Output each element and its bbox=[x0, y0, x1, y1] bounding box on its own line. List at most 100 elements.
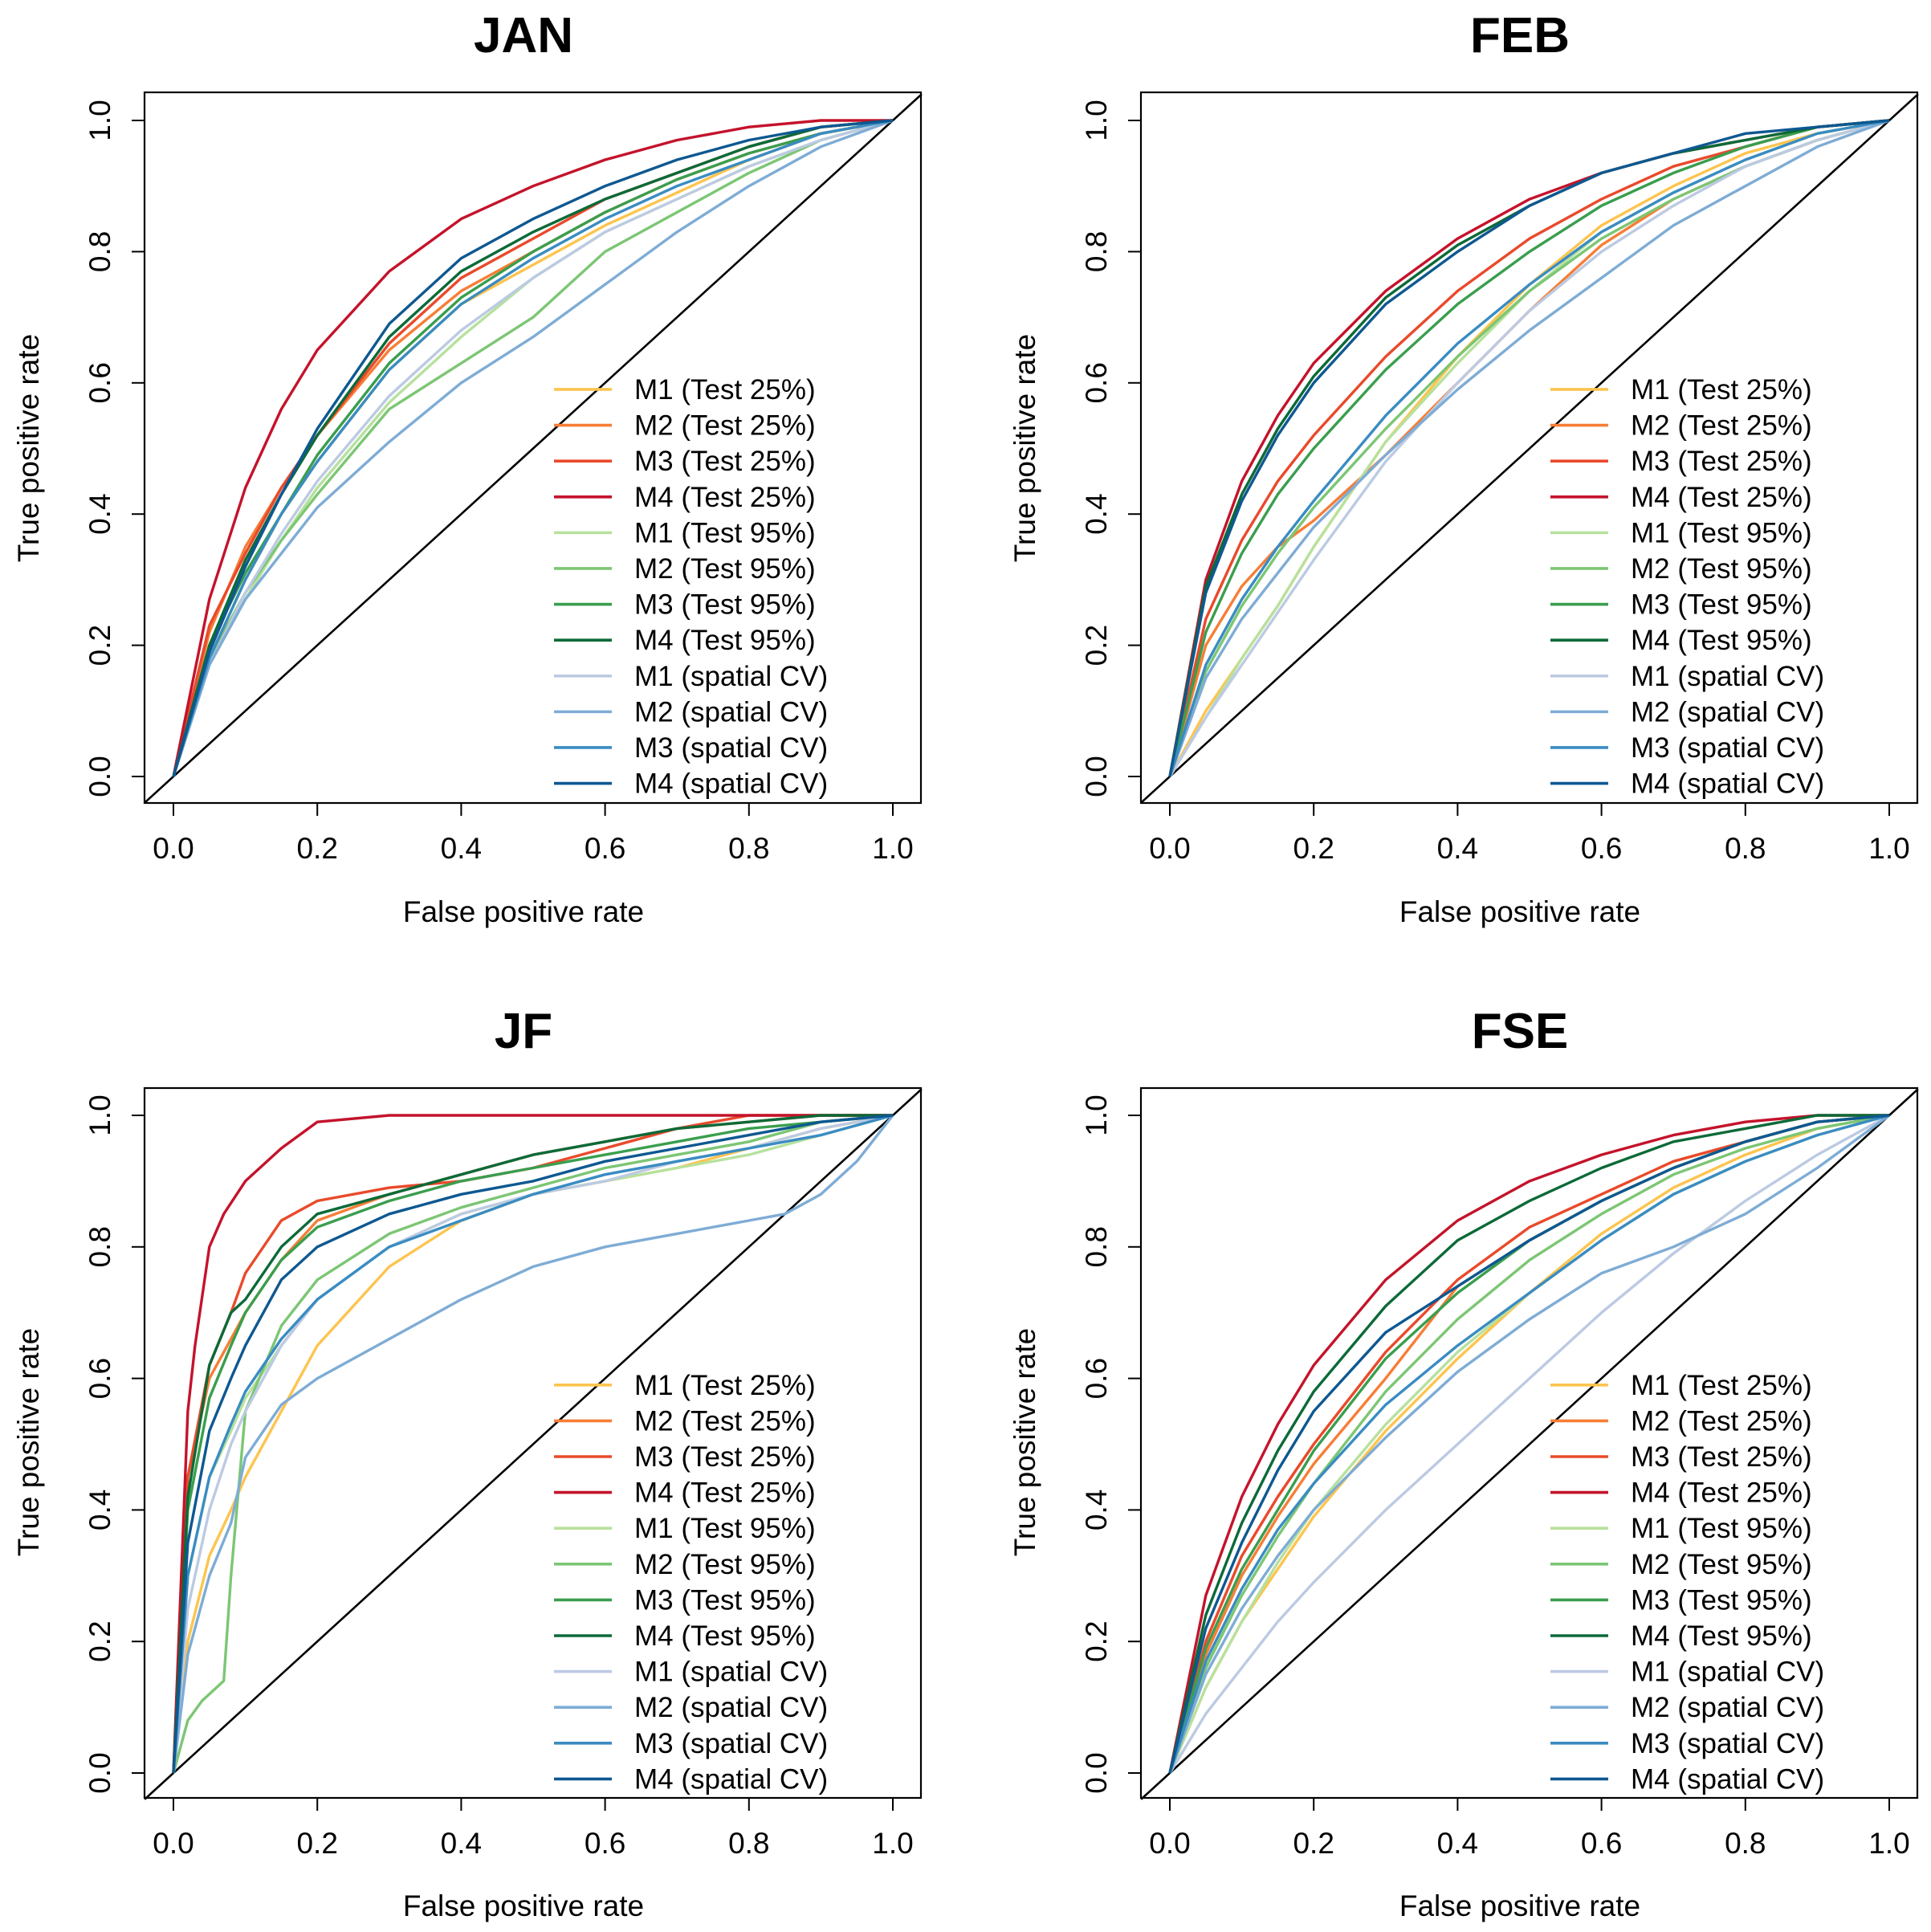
panel-jf: JF False positive rate True positive rat… bbox=[12, 1004, 923, 1922]
x-tick-label: 0.4 bbox=[1437, 832, 1478, 865]
roc-curve-10 bbox=[172, 1114, 894, 1774]
legend-label: M4 (spatial CV) bbox=[1631, 1763, 1824, 1795]
roc-curve-8 bbox=[172, 119, 894, 777]
roc-curve-7 bbox=[1168, 119, 1890, 777]
roc-curve-9 bbox=[1168, 1114, 1890, 1774]
legend-label: M1 (Test 25%) bbox=[1631, 1370, 1812, 1401]
x-tick-label: 0.0 bbox=[153, 832, 194, 865]
x-tick-label: 0.2 bbox=[296, 832, 337, 865]
y-tick-label: 0.0 bbox=[84, 1752, 116, 1793]
legend-label: M3 (Test 95%) bbox=[1631, 589, 1812, 621]
x-tick-label: 0.2 bbox=[1293, 1827, 1334, 1860]
x-tick-label: 0.6 bbox=[585, 1827, 625, 1860]
y-axis-label: True positive rate bbox=[12, 1328, 45, 1556]
legend-label: M1 (Test 25%) bbox=[634, 374, 816, 406]
legend-label: M2 (Test 25%) bbox=[634, 410, 816, 442]
legend-label: M3 (spatial CV) bbox=[634, 732, 828, 764]
legend-label: M3 (Test 25%) bbox=[1631, 446, 1812, 477]
x-tick-label: 0.8 bbox=[1725, 1827, 1766, 1860]
y-tick-label: 0.2 bbox=[84, 1620, 116, 1661]
legend-label: M4 (spatial CV) bbox=[634, 1763, 828, 1795]
y-tick-label: 0.2 bbox=[84, 625, 116, 666]
y-tick-label: 0.4 bbox=[1080, 493, 1113, 534]
x-tick-label: 0.6 bbox=[585, 832, 625, 865]
y-tick-label: 0.0 bbox=[1080, 756, 1113, 797]
legend-label: M3 (Test 95%) bbox=[1631, 1584, 1812, 1616]
reference-diagonal bbox=[1140, 93, 1919, 804]
legend-label: M2 (Test 95%) bbox=[1631, 553, 1812, 585]
roc-curve-11 bbox=[172, 119, 894, 777]
panel-jan: JAN False positive rate True positive ra… bbox=[12, 8, 923, 928]
x-tick-label: 0.8 bbox=[728, 832, 769, 865]
roc-curve-10 bbox=[1168, 1114, 1891, 1774]
legend-label: M2 (spatial CV) bbox=[634, 696, 828, 728]
x-tick-label: 0.6 bbox=[1581, 832, 1622, 865]
legend-label: M2 (spatial CV) bbox=[634, 1692, 828, 1723]
legend-label: M1 (Test 95%) bbox=[1631, 1513, 1812, 1544]
roc-curve-12 bbox=[172, 119, 894, 777]
legend-label: M1 (Test 95%) bbox=[1631, 517, 1812, 548]
legend-label: M4 (Test 25%) bbox=[1631, 482, 1812, 513]
x-tick-label: 1.0 bbox=[1868, 832, 1909, 865]
legend-label: M1 (Test 25%) bbox=[1631, 374, 1812, 406]
legend-label: M2 (Test 95%) bbox=[634, 553, 816, 585]
legend-label: M1 (Test 95%) bbox=[634, 1513, 816, 1544]
roc-curve-12 bbox=[1168, 1114, 1890, 1774]
legend-label: M3 (Test 25%) bbox=[634, 446, 816, 477]
y-tick-label: 0.8 bbox=[1080, 1226, 1113, 1267]
legend-label: M3 (spatial CV) bbox=[634, 1728, 828, 1759]
y-tick-label: 0.8 bbox=[84, 231, 116, 272]
x-axis-label: False positive rate bbox=[403, 895, 644, 928]
legend-label: M2 (spatial CV) bbox=[1631, 696, 1824, 728]
y-tick-label: 0.8 bbox=[1080, 231, 1113, 272]
roc-curve-7 bbox=[172, 119, 894, 777]
legend-label: M4 (Test 25%) bbox=[1631, 1478, 1812, 1509]
y-tick-label: 0.4 bbox=[84, 493, 116, 534]
y-tick-label: 1.0 bbox=[84, 100, 116, 141]
legend-label: M4 (Test 95%) bbox=[1631, 625, 1812, 656]
roc-curve-12 bbox=[172, 1114, 894, 1774]
x-tick-label: 0.2 bbox=[1293, 832, 1334, 865]
y-tick-label: 0.0 bbox=[1080, 1752, 1113, 1793]
legend-label: M3 (Test 95%) bbox=[634, 589, 816, 621]
plot-frame bbox=[143, 91, 923, 805]
x-tick-label: 1.0 bbox=[872, 1827, 913, 1860]
legend-label: M1 (Test 95%) bbox=[634, 517, 816, 548]
y-tick-label: 0.8 bbox=[84, 1226, 116, 1267]
legend-label: M1 (spatial CV) bbox=[634, 661, 828, 692]
y-tick-label: 1.0 bbox=[84, 1094, 116, 1135]
roc-curve-6 bbox=[172, 1114, 894, 1774]
legend-label: M1 (spatial CV) bbox=[1631, 661, 1824, 692]
chart-title: JAN bbox=[474, 8, 573, 63]
roc-curve-11 bbox=[1168, 1114, 1890, 1774]
roc-curve-8 bbox=[1168, 119, 1890, 777]
legend-label: M4 (Test 95%) bbox=[1631, 1620, 1812, 1652]
chart-title: FEB bbox=[1470, 8, 1570, 63]
reference-diagonal bbox=[144, 93, 923, 804]
roc-curve-11 bbox=[1168, 119, 1890, 777]
roc-curve-1 bbox=[172, 1114, 894, 1774]
x-axis-label: False positive rate bbox=[1399, 895, 1640, 928]
y-tick-label: 1.0 bbox=[1080, 1094, 1113, 1135]
y-tick-label: 0.6 bbox=[1080, 362, 1113, 403]
panel-fse: FSE False positive rate True positive ra… bbox=[1008, 1004, 1919, 1922]
legend-label: M1 (Test 25%) bbox=[634, 1370, 816, 1401]
legend-label: M4 (Test 95%) bbox=[634, 625, 816, 656]
x-tick-label: 0.4 bbox=[441, 832, 482, 865]
roc-curve-8 bbox=[1168, 1114, 1889, 1774]
x-tick-label: 0.0 bbox=[153, 1827, 194, 1860]
y-tick-label: 0.4 bbox=[84, 1490, 116, 1531]
legend-label: M3 (Test 25%) bbox=[1631, 1441, 1812, 1473]
roc-curve-10 bbox=[172, 119, 894, 777]
x-tick-label: 0.8 bbox=[728, 1827, 769, 1860]
roc-curve-4 bbox=[172, 1114, 893, 1774]
legend-label: M2 (Test 95%) bbox=[1631, 1549, 1812, 1580]
chart-title: JF bbox=[495, 1004, 552, 1059]
roc-curve-8 bbox=[172, 1114, 893, 1774]
x-tick-label: 0.0 bbox=[1149, 832, 1190, 865]
x-tick-label: 0.6 bbox=[1581, 1827, 1622, 1860]
x-tick-label: 1.0 bbox=[872, 832, 913, 865]
legend-label: M2 (Test 25%) bbox=[634, 1405, 816, 1437]
y-tick-label: 0.0 bbox=[84, 756, 116, 797]
